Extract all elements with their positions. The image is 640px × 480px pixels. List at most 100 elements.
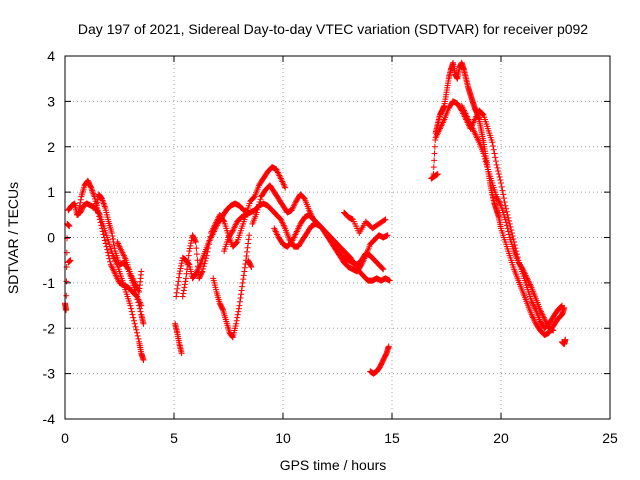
- data-point: [205, 245, 212, 252]
- data-point: [194, 257, 201, 264]
- data-point: [239, 279, 246, 286]
- data-point: [131, 317, 138, 324]
- data-point: [495, 167, 502, 174]
- data-point: [240, 276, 247, 283]
- data-point: [219, 305, 226, 312]
- series-track-g: [172, 320, 185, 357]
- data-point: [136, 302, 143, 309]
- series-track-j: [210, 232, 253, 341]
- data-point: [178, 260, 185, 267]
- data-point: [497, 177, 504, 184]
- data-point: [186, 248, 193, 255]
- series-track-u: [559, 336, 569, 348]
- data-point: [480, 150, 487, 157]
- data-point: [107, 258, 114, 265]
- data-point: [247, 262, 254, 269]
- data-point: [127, 302, 134, 309]
- data-point: [96, 216, 103, 223]
- data-point: [176, 268, 183, 275]
- data-point: [187, 240, 194, 247]
- data-point: [233, 317, 240, 324]
- data-point: [182, 275, 189, 282]
- data-point: [67, 257, 74, 264]
- data-point: [63, 278, 70, 285]
- series-track-p: [367, 343, 392, 377]
- data-point: [498, 183, 505, 190]
- data-point: [235, 305, 242, 312]
- data-point: [174, 282, 181, 289]
- data-point: [134, 296, 141, 303]
- data-point: [256, 201, 263, 208]
- data-point: [234, 311, 241, 318]
- data-point: [134, 332, 141, 339]
- data-point: [181, 281, 188, 288]
- data-point: [77, 196, 84, 203]
- y-tick-label: -3: [43, 366, 56, 382]
- data-point: [200, 265, 207, 272]
- data-point: [505, 228, 512, 235]
- data-point: [201, 260, 208, 267]
- data-point: [75, 208, 82, 215]
- data-point: [133, 326, 140, 333]
- data-point: [234, 314, 241, 321]
- data-point: [379, 265, 386, 272]
- data-point: [229, 228, 236, 235]
- data-point: [77, 199, 84, 206]
- data-point: [128, 308, 135, 315]
- data-point: [282, 184, 289, 191]
- data-point: [494, 164, 501, 171]
- y-tick-label: -2: [43, 320, 56, 336]
- data-point: [179, 293, 186, 300]
- data-point: [238, 287, 245, 294]
- data-point: [185, 260, 192, 267]
- data-point: [202, 257, 209, 264]
- y-tick-label: -4: [43, 411, 56, 427]
- data-point: [381, 217, 388, 224]
- data-point: [104, 246, 111, 253]
- data-point: [243, 253, 250, 260]
- data-point: [129, 311, 136, 318]
- series-track-t: [428, 170, 441, 182]
- data-point: [193, 251, 200, 258]
- data-point: [184, 261, 191, 268]
- series-track-f: [65, 257, 74, 266]
- data-point: [492, 158, 499, 165]
- data-point: [204, 248, 211, 255]
- data-point: [205, 241, 212, 248]
- data-point: [206, 237, 213, 244]
- data-point: [187, 242, 194, 249]
- data-point: [135, 299, 142, 306]
- data-point: [245, 240, 252, 247]
- data-point: [66, 223, 73, 230]
- data-point: [94, 199, 101, 206]
- y-tick-label: 2: [47, 139, 55, 155]
- x-tick-label: 5: [170, 430, 178, 446]
- data-point: [430, 164, 437, 171]
- data-point: [505, 231, 512, 238]
- data-point: [199, 268, 206, 275]
- data-point: [510, 236, 517, 243]
- axis-ticks: 0 5 10 15 20 25 -4 -3 -2 -1 0 1 2 3 4: [43, 48, 618, 446]
- data-point: [101, 234, 108, 241]
- x-tick-label: 15: [384, 430, 400, 446]
- data-point: [93, 201, 100, 208]
- data-point: [244, 248, 251, 255]
- series-track-c: [75, 177, 145, 309]
- data-point: [99, 228, 106, 235]
- data-point: [63, 292, 70, 299]
- data-point: [137, 308, 144, 315]
- data-point: [174, 285, 181, 292]
- data-point: [200, 263, 207, 270]
- data-point: [248, 263, 255, 270]
- data-point: [93, 204, 100, 211]
- data-point: [97, 219, 104, 226]
- data-point: [434, 170, 441, 177]
- data-point: [501, 198, 508, 205]
- grid: [65, 56, 610, 419]
- data-point: [92, 207, 99, 214]
- data-point: [245, 236, 252, 243]
- data-point: [499, 187, 506, 194]
- data-point: [495, 170, 502, 177]
- data-point: [550, 327, 557, 334]
